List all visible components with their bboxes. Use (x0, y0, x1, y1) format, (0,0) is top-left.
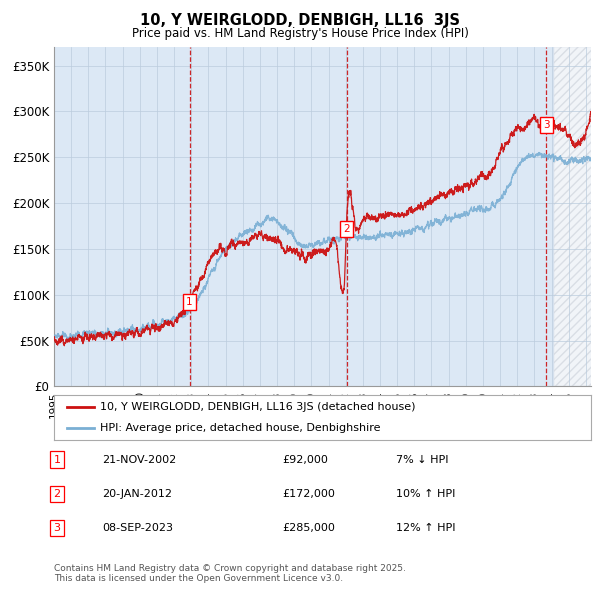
Text: 2: 2 (343, 224, 350, 234)
Text: 10, Y WEIRGLODD, DENBIGH, LL16 3JS (detached house): 10, Y WEIRGLODD, DENBIGH, LL16 3JS (deta… (100, 402, 415, 412)
Text: 2: 2 (53, 489, 61, 499)
Text: 08-SEP-2023: 08-SEP-2023 (102, 523, 173, 533)
Text: 1: 1 (186, 297, 193, 307)
Bar (554, 47, 595, 386)
Text: 10, Y WEIRGLODD, DENBIGH, LL16  3JS: 10, Y WEIRGLODD, DENBIGH, LL16 3JS (140, 13, 460, 28)
Text: £92,000: £92,000 (282, 455, 328, 464)
Text: 7% ↓ HPI: 7% ↓ HPI (396, 455, 449, 464)
Text: 3: 3 (53, 523, 61, 533)
Text: Price paid vs. HM Land Registry's House Price Index (HPI): Price paid vs. HM Land Registry's House … (131, 27, 469, 40)
Text: HPI: Average price, detached house, Denbighshire: HPI: Average price, detached house, Denb… (100, 422, 380, 432)
Text: 20-JAN-2012: 20-JAN-2012 (102, 489, 172, 499)
Bar (554, 47, 595, 386)
Text: £172,000: £172,000 (282, 489, 335, 499)
Text: £285,000: £285,000 (282, 523, 335, 533)
Text: 12% ↑ HPI: 12% ↑ HPI (396, 523, 455, 533)
Text: 21-NOV-2002: 21-NOV-2002 (102, 455, 176, 464)
Text: 1: 1 (53, 455, 61, 464)
Text: 10% ↑ HPI: 10% ↑ HPI (396, 489, 455, 499)
Text: Contains HM Land Registry data © Crown copyright and database right 2025.
This d: Contains HM Land Registry data © Crown c… (54, 563, 406, 583)
Text: 3: 3 (543, 120, 550, 130)
